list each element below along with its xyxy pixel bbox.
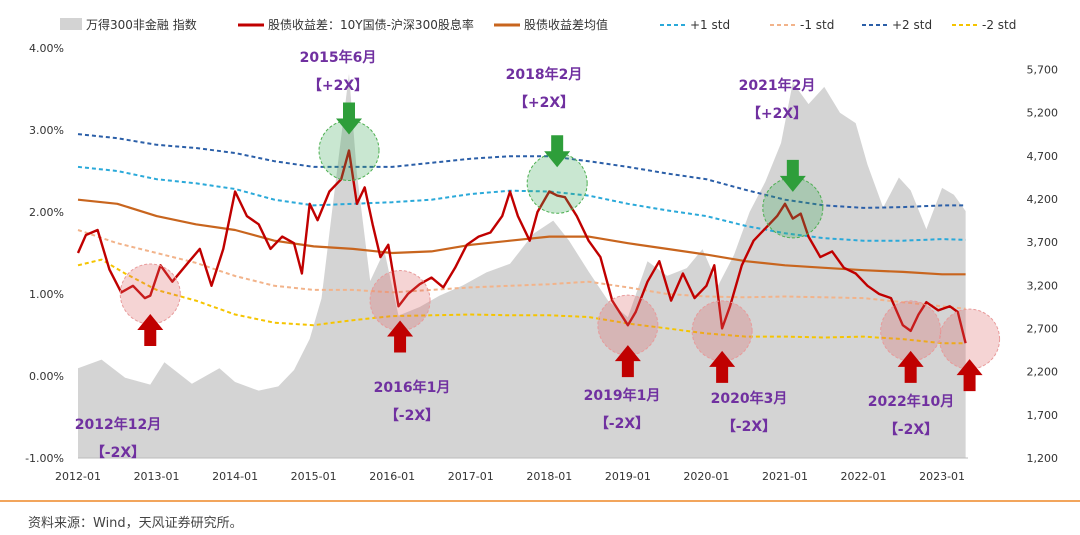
chart-svg: 万得300非金融 指数 股债收益差：10Y国债-沪深300股息率 股债收益差均值 +1…	[25, 17, 1059, 483]
index-area	[78, 73, 966, 458]
annotation-tag-0: 【+2X】	[308, 78, 368, 94]
y-left-tick-2: 2.00%	[29, 206, 64, 219]
x-tick-7: 2019-01	[605, 470, 651, 483]
y-left-tick-0: 4.00%	[29, 42, 64, 55]
x-tick-10: 2022-01	[841, 470, 887, 483]
legend-label-4: -1 std	[800, 18, 834, 32]
x-tick-5: 2017-01	[448, 470, 494, 483]
x-tick-1: 2013-01	[134, 470, 180, 483]
x-tick-0: 2012-01	[55, 470, 101, 483]
x-tick-8: 2020-01	[683, 470, 729, 483]
up-arrow-icon-3	[137, 314, 164, 346]
up-arrow-icon-5	[614, 345, 641, 378]
y-right-tick-1: 5,200	[1027, 107, 1059, 120]
minus1-std-line	[77, 229, 966, 310]
y-right-tick-5: 3,200	[1027, 279, 1059, 292]
y-left-tick-3: 1.00%	[29, 288, 64, 301]
annotation-tag-6: 【-2X】	[722, 419, 776, 435]
minus2-std-line	[77, 258, 966, 345]
spread-line	[76, 149, 967, 344]
y-right-tick-6: 2,700	[1027, 323, 1059, 336]
y-left-tick-1: 3.00%	[29, 124, 64, 137]
down-arrow-icon-0	[336, 102, 363, 135]
legend-label-3: +1 std	[690, 18, 730, 32]
up-arrow-icon-6	[709, 350, 736, 383]
annotation-tag-4: 【-2X】	[385, 408, 439, 424]
annotation-tag-3: 【-2X】	[91, 445, 145, 461]
legend-label-1: 股债收益差：10Y国债-沪深300股息率	[268, 17, 474, 32]
annotation-date-2: 2021年2月	[739, 77, 816, 94]
annotation-date-7: 2022年10月	[868, 393, 954, 410]
x-tick-2: 2014-01	[212, 470, 258, 483]
legend-swatch-0	[60, 18, 82, 30]
up-arrow-icon-4	[387, 320, 414, 353]
annotation-date-5: 2019年1月	[584, 387, 661, 404]
annotation-date-3: 2012年12月	[75, 416, 161, 433]
annotation-tag-2: 【+2X】	[747, 106, 807, 122]
y-right-tick-3: 4,200	[1027, 193, 1059, 206]
x-tick-4: 2016-01	[369, 470, 415, 483]
down-arrow-icon-2	[779, 159, 806, 192]
legend-label-6: -2 std	[982, 18, 1016, 32]
down-arrow-icon-1	[544, 135, 571, 168]
up-arrow-icon-8	[956, 359, 983, 392]
source-divider	[0, 500, 1080, 502]
legend-label-0: 万得300非金融 指数	[86, 17, 197, 32]
y-left-tick-5: -1.00%	[25, 452, 64, 465]
annotation-tag-7: 【-2X】	[884, 422, 938, 438]
annotation-tag-1: 【+2X】	[514, 95, 574, 111]
y-right-tick-7: 2,200	[1027, 366, 1059, 379]
y-right-tick-0: 5,700	[1027, 64, 1059, 77]
y-left-tick-4: 0.00%	[29, 370, 64, 383]
x-tick-9: 2021-01	[762, 470, 808, 483]
y-right-tick-4: 3,700	[1027, 236, 1059, 249]
x-tick-3: 2015-01	[291, 470, 337, 483]
annotation-date-6: 2020年3月	[711, 390, 788, 407]
y-right-tick-8: 1,700	[1027, 409, 1059, 422]
source-note: 资料来源：Wind，天风证券研究所。	[28, 516, 243, 531]
y-right-tick-9: 1,200	[1027, 452, 1059, 465]
legend-label-2: 股债收益差均值	[524, 17, 608, 32]
up-arrow-icon-7	[897, 350, 924, 383]
plus1-std-line	[77, 165, 966, 242]
annotation-tag-5: 【-2X】	[595, 416, 649, 432]
legend-label-5: +2 std	[892, 18, 932, 32]
annotation-date-0: 2015年6月	[300, 49, 377, 66]
x-tick-11: 2023-01	[919, 470, 965, 483]
x-tick-6: 2018-01	[526, 470, 572, 483]
annotation-date-1: 2018年2月	[506, 66, 583, 83]
annotation-date-4: 2016年1月	[374, 379, 451, 396]
y-right-tick-2: 4,700	[1027, 150, 1059, 163]
